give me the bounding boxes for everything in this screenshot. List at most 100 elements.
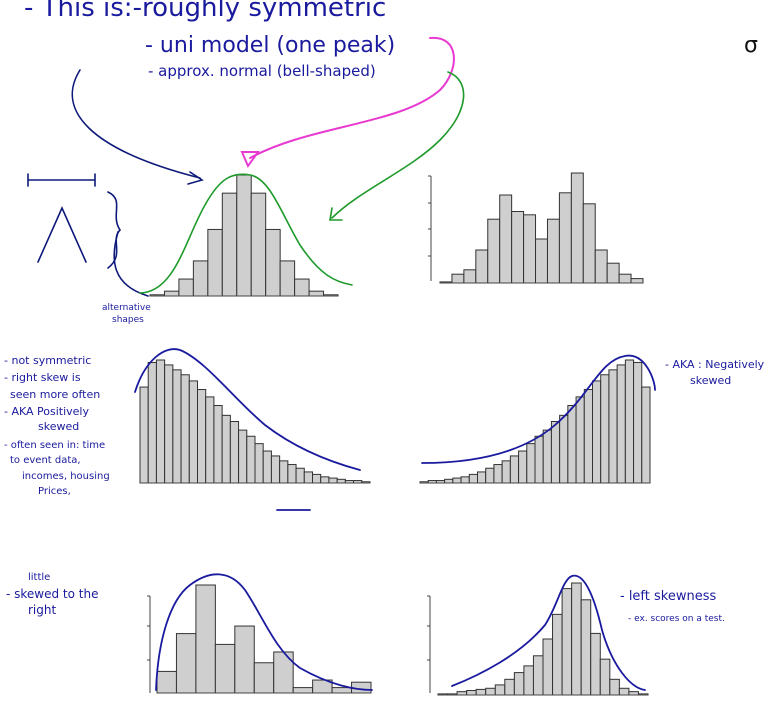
sigma-symbol: σ <box>744 33 758 58</box>
histogram-bar <box>475 688 487 696</box>
right-skew-note-8: incomes, housing <box>22 471 110 482</box>
pink-arrow-head <box>240 151 260 169</box>
right-skew-note-2: - right skew is <box>4 371 81 384</box>
histogram-bar <box>279 460 289 484</box>
histogram-bar <box>460 476 470 484</box>
histogram-bar <box>254 443 264 484</box>
little-note-1: little <box>28 572 50 583</box>
histogram-bar <box>236 174 252 297</box>
alt-shapes-label-1: alternative <box>102 303 151 313</box>
little-note-2: - skewed to the <box>6 587 98 601</box>
histogram-bar <box>561 588 573 696</box>
histogram-bar <box>221 192 238 297</box>
histogram-bar <box>485 467 495 484</box>
brace-pointer <box>113 231 149 297</box>
neg-skew-note-1: - AKA : Negatively <box>665 358 765 371</box>
histogram-bar <box>163 290 180 297</box>
histogram-bar <box>609 678 620 696</box>
histogram-bar <box>567 405 577 484</box>
histogram-bar <box>328 477 338 484</box>
histogram-bar <box>265 228 281 297</box>
histogram-bar <box>308 290 325 297</box>
pink-arrow <box>249 36 455 159</box>
right-skew-note-5: skewed <box>38 420 79 433</box>
arrow-to-symmetric <box>71 69 201 179</box>
histogram-bar <box>475 249 489 284</box>
histogram-bar <box>513 672 525 696</box>
right-skew-note-3: seen more often <box>10 388 100 401</box>
histogram-bar <box>628 691 639 696</box>
histogram-bar <box>535 238 548 284</box>
little-note-3: right <box>28 603 56 617</box>
histogram-bar <box>600 374 610 484</box>
alt-shapes-label-2: shapes <box>112 315 144 325</box>
histogram-bar <box>164 364 174 484</box>
histogram-bar <box>526 443 536 484</box>
left-skew-curve <box>421 355 656 464</box>
histogram-bar <box>509 455 520 484</box>
histogram-bar <box>624 359 635 484</box>
histogram-bar <box>205 396 215 484</box>
histogram-bar <box>463 269 477 284</box>
histogram-bar <box>550 421 561 484</box>
histogram-bar <box>197 389 207 484</box>
bimodal-y-axis <box>428 175 432 281</box>
histogram-bar <box>229 421 240 484</box>
histogram-bar <box>630 278 644 284</box>
histogram-bar <box>456 691 468 696</box>
histogram-bar <box>221 414 231 484</box>
histogram-bar <box>279 260 296 297</box>
bell-curve-overlay <box>139 173 353 294</box>
peaked-left-curve <box>451 574 646 691</box>
right-skew-note-4: - AKA Positively <box>4 405 89 418</box>
histogram-bar <box>518 450 528 484</box>
histogram-bimodal <box>439 172 644 284</box>
histogram-bar <box>487 218 501 284</box>
histogram-bar <box>580 599 592 696</box>
brace-shape <box>107 191 122 269</box>
histogram-bar <box>606 262 620 284</box>
histogram-bar <box>213 405 223 484</box>
left-skew-note-1: - left skewness <box>620 589 716 604</box>
little-right-y-axis <box>147 595 151 693</box>
histogram-right-skew <box>139 359 371 484</box>
histogram-bar <box>618 273 632 284</box>
left-skew-note-2: - ex. scores on a test. <box>628 614 725 624</box>
histogram-bar <box>250 192 267 297</box>
histogram-bar <box>262 450 272 484</box>
histogram-bar <box>351 681 372 694</box>
histogram-bar <box>147 361 157 484</box>
histogram-bar <box>253 662 275 694</box>
header-note-line2: - uni model (one peak) <box>145 33 395 58</box>
right-skew-note-7: to event data, <box>10 455 81 466</box>
histogram-bar <box>273 651 294 694</box>
histogram-bar <box>583 389 593 484</box>
histogram-bar <box>336 478 346 484</box>
neg-skew-note-2: skewed <box>690 374 731 387</box>
green-arrow <box>331 71 465 219</box>
right-skew-notes: - not symmetric - right skew is seen mor… <box>4 354 110 497</box>
histogram-bar <box>552 613 563 696</box>
histogram-bar <box>180 374 190 484</box>
histogram-bar <box>494 684 506 696</box>
histogram-bar <box>156 670 177 694</box>
histogram-bar <box>444 478 454 484</box>
histogram-peaked-left <box>437 582 649 696</box>
histogram-bar <box>592 380 602 484</box>
peak-shape <box>37 206 87 263</box>
histogram-bar <box>542 638 554 696</box>
histogram-bar <box>477 471 487 484</box>
histogram-bar <box>501 460 511 484</box>
histogram-bar <box>287 464 297 484</box>
little-skew-curve <box>155 573 373 691</box>
histogram-bar <box>504 678 515 696</box>
histogram-bar <box>559 414 569 484</box>
arrow-to-symmetric-head <box>187 171 204 185</box>
histogram-bar <box>246 435 256 484</box>
histogram-bar <box>468 473 479 484</box>
histogram-bar <box>575 396 585 484</box>
histogram-bar <box>155 359 166 484</box>
histogram-bar <box>523 665 534 696</box>
histogram-bar <box>633 361 643 484</box>
